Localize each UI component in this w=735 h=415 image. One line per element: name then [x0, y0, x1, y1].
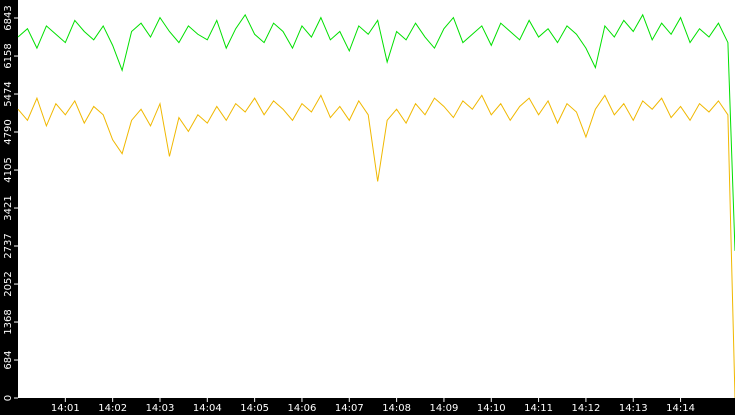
x-tick-label: 14:04: [193, 403, 222, 414]
y-tick-label: 0: [3, 395, 14, 401]
y-tick-label: 5474: [3, 81, 14, 106]
y-tick-label: 4105: [3, 157, 14, 182]
x-tick-label: 14:03: [146, 403, 175, 414]
x-tick-label: 14:14: [666, 403, 695, 414]
x-tick-label: 14:05: [240, 403, 269, 414]
x-tick-label: 14:12: [572, 403, 601, 414]
y-tick-label: 6843: [3, 5, 14, 30]
y-tick-label: 6158: [3, 43, 14, 68]
x-tick-label: 14:09: [430, 403, 459, 414]
x-axis-band: [0, 398, 735, 415]
x-tick-label: 14:08: [382, 403, 411, 414]
y-tick-label: 684: [3, 350, 14, 369]
y-tick-label: 3421: [3, 195, 14, 220]
x-tick-label: 14:01: [51, 403, 80, 414]
series-line: [17, 94, 735, 399]
x-tick-label: 14:13: [619, 403, 648, 414]
y-tick-label: 2052: [3, 271, 14, 296]
y-tick-label: 2737: [3, 233, 14, 258]
y-tick-label: 1368: [3, 309, 14, 334]
x-tick-label: 14:06: [288, 403, 317, 414]
y-axis-band: [0, 0, 18, 415]
x-tick-label: 14:02: [98, 403, 127, 414]
x-tick-label: 14:10: [477, 403, 506, 414]
x-tick-label: 14:11: [524, 403, 553, 414]
series-line: [17, 13, 735, 251]
x-tick-label: 14:07: [335, 403, 364, 414]
y-tick-label: 4790: [3, 119, 14, 144]
